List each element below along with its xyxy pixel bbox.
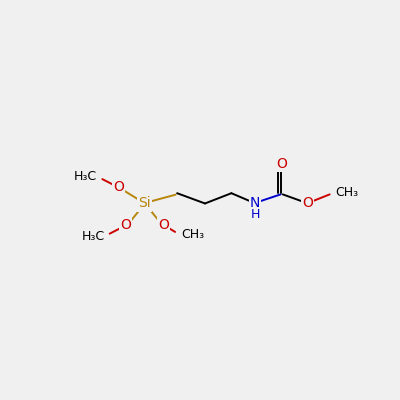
Text: O: O [302, 196, 313, 210]
Text: CH₃: CH₃ [336, 186, 359, 199]
Text: CH₃: CH₃ [181, 228, 204, 241]
Text: N: N [250, 196, 260, 210]
Text: H₃C: H₃C [82, 230, 105, 242]
Text: O: O [276, 157, 287, 171]
Text: O: O [113, 180, 124, 194]
Text: H: H [251, 208, 260, 221]
Text: O: O [120, 218, 131, 232]
Text: O: O [158, 218, 169, 232]
Text: H₃C: H₃C [74, 170, 97, 183]
Text: Si: Si [138, 196, 151, 210]
